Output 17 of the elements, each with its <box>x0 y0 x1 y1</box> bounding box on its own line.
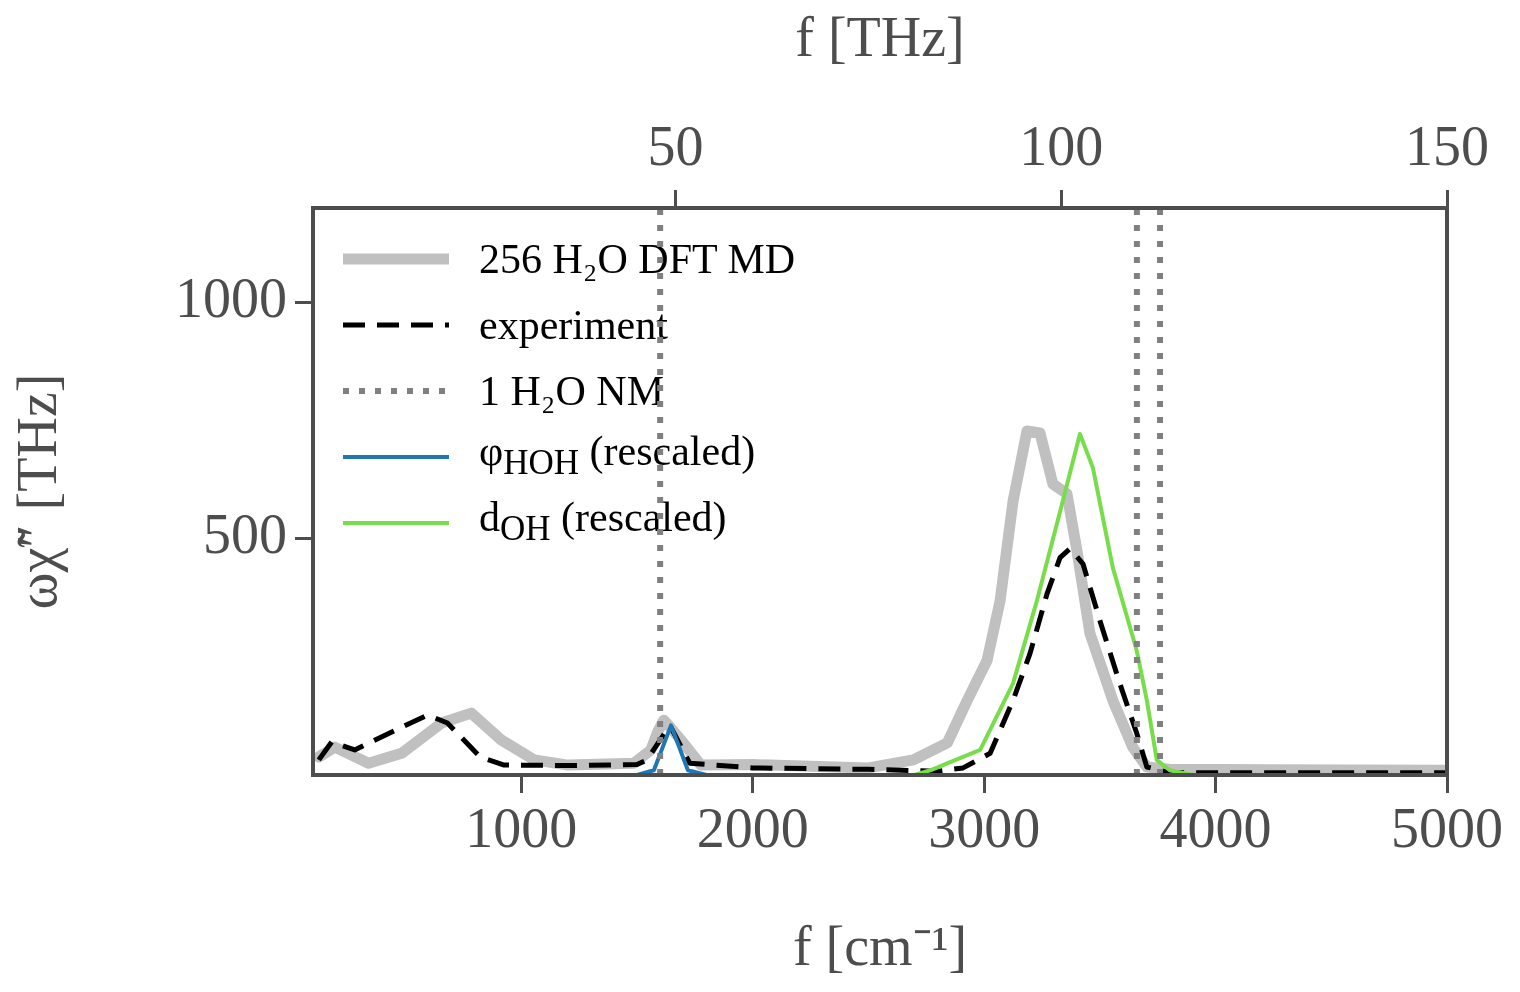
x-tick-label: 3000 <box>928 797 1041 860</box>
legend-label: 1 H₂O NM <box>479 367 664 416</box>
y-axis-title: ωχ̃″ [THz] <box>6 373 69 610</box>
x-tick-label: 1000 <box>465 797 578 860</box>
x-tick-label: 2000 <box>696 797 809 860</box>
legend-label: φ$_{HOH}$ (rescaled) <box>479 427 756 483</box>
y-tick-label: 500 <box>203 503 287 566</box>
x2-tick-label: 150 <box>1405 115 1489 178</box>
x2-tick-label: 50 <box>647 115 704 178</box>
x2-axis-title: f [THz] <box>795 6 965 69</box>
x-tick-label: 4000 <box>1159 797 1272 860</box>
legend-label: d$_{OH}$ (rescaled) <box>479 492 727 551</box>
legend-label: experiment <box>479 301 668 350</box>
x2-tick-label: 100 <box>1019 115 1104 178</box>
x-tick-label: 5000 <box>1391 797 1503 860</box>
x-axis-title: f [cm⁻¹] <box>792 915 968 978</box>
legend-label: 256 H₂O DFT MD <box>479 235 796 284</box>
